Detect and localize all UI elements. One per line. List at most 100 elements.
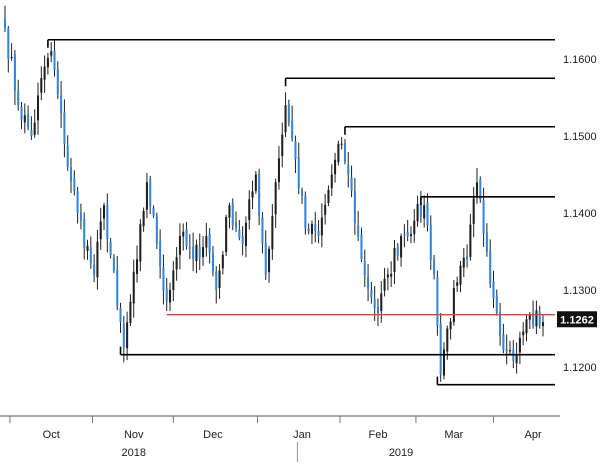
candle-up — [284, 105, 287, 133]
candle-down — [69, 167, 73, 182]
candle-down — [89, 247, 92, 264]
candle-up — [508, 350, 512, 352]
x-tick-label: Jan — [293, 429, 311, 441]
candle-up — [169, 289, 172, 303]
candle-up — [340, 143, 343, 145]
candle-up — [218, 270, 221, 289]
candle-down — [357, 225, 360, 237]
candle-down — [439, 323, 442, 375]
candle-down — [53, 50, 56, 71]
candle-up — [449, 321, 452, 330]
candle-down — [347, 164, 350, 175]
candle-up — [393, 247, 396, 273]
candle-up — [132, 271, 135, 304]
candle-down — [241, 235, 244, 244]
candle-up — [459, 265, 462, 285]
x-axis: Oct Nov Dec Jan Feb Mar Apr 2018 2019 — [0, 415, 560, 462]
candle-up — [23, 115, 26, 123]
candle-up — [324, 204, 327, 215]
candle-down — [63, 112, 66, 144]
candle-down — [297, 156, 300, 189]
candle-down — [27, 113, 30, 128]
candle-down — [155, 216, 158, 244]
candle-up — [248, 199, 251, 220]
candle-down — [485, 232, 488, 252]
candle-up — [96, 241, 99, 278]
candle-up — [528, 314, 531, 320]
candle-up — [462, 257, 465, 268]
candle-down — [66, 145, 69, 167]
candle-down — [56, 68, 59, 95]
candle-down — [7, 28, 10, 59]
candle-up — [446, 328, 449, 352]
candle-up — [452, 287, 455, 323]
y-tick-label: 1.1200 — [563, 362, 597, 374]
candle-up — [409, 234, 412, 237]
candle-up — [330, 174, 333, 189]
candles-group — [3, 5, 545, 382]
x-year-label: 2019 — [389, 447, 413, 459]
candle-up — [46, 58, 49, 68]
candle-down — [235, 222, 238, 228]
candle-down — [429, 224, 432, 260]
candle-down — [13, 54, 16, 91]
candle-down — [258, 173, 261, 216]
x-tick-label: Oct — [43, 429, 60, 441]
x-tick-label: Nov — [124, 429, 144, 441]
candle-up — [518, 337, 521, 353]
candle-down — [79, 212, 82, 221]
candle-down — [367, 277, 370, 289]
candle-down — [93, 264, 96, 275]
candle-down — [116, 269, 119, 306]
candle-down — [83, 219, 86, 248]
candle-down — [261, 217, 264, 244]
candle-down — [363, 261, 366, 276]
candle-down — [208, 233, 211, 253]
candle-up — [139, 224, 142, 262]
candle-up — [33, 122, 36, 135]
candle-down — [106, 204, 109, 240]
candle-up — [43, 66, 46, 80]
candle-up — [244, 222, 247, 247]
candle-down — [466, 256, 469, 260]
candle-up — [172, 270, 175, 290]
candle-down — [238, 230, 241, 238]
candle-up — [380, 293, 383, 312]
candle-up — [413, 220, 416, 235]
candle-up — [228, 205, 231, 218]
candle-down — [20, 106, 23, 120]
candle-down — [215, 271, 218, 290]
candle-down — [122, 323, 125, 348]
candle-up — [416, 204, 419, 222]
candle-down — [360, 235, 363, 260]
candle-down — [76, 191, 79, 213]
candle-up — [254, 174, 257, 191]
candle-up — [86, 245, 89, 251]
candle-up — [99, 221, 102, 240]
candle-up — [175, 257, 178, 270]
candle-down — [314, 224, 317, 232]
candle-down — [152, 207, 155, 216]
candle-up — [390, 273, 393, 277]
candle-down — [3, 18, 7, 29]
candle-down — [119, 307, 122, 323]
candle-up — [195, 244, 198, 262]
candle-down — [149, 179, 152, 207]
candle-up — [202, 247, 205, 258]
candle-down — [350, 177, 353, 191]
candle-up — [142, 210, 145, 227]
candle-down — [343, 142, 346, 162]
y-tick-label: 1.1600 — [563, 54, 597, 66]
candle-down — [294, 141, 297, 160]
y-tick-label: 1.1500 — [563, 131, 597, 143]
candle-down — [231, 202, 234, 226]
candle-down — [492, 281, 495, 299]
candle-down — [109, 241, 112, 256]
candle-down — [188, 247, 191, 249]
candle-up — [268, 248, 271, 273]
candle-down — [73, 178, 76, 191]
candle-down — [396, 245, 399, 256]
candle-down — [185, 228, 188, 247]
candle-up — [475, 182, 479, 198]
